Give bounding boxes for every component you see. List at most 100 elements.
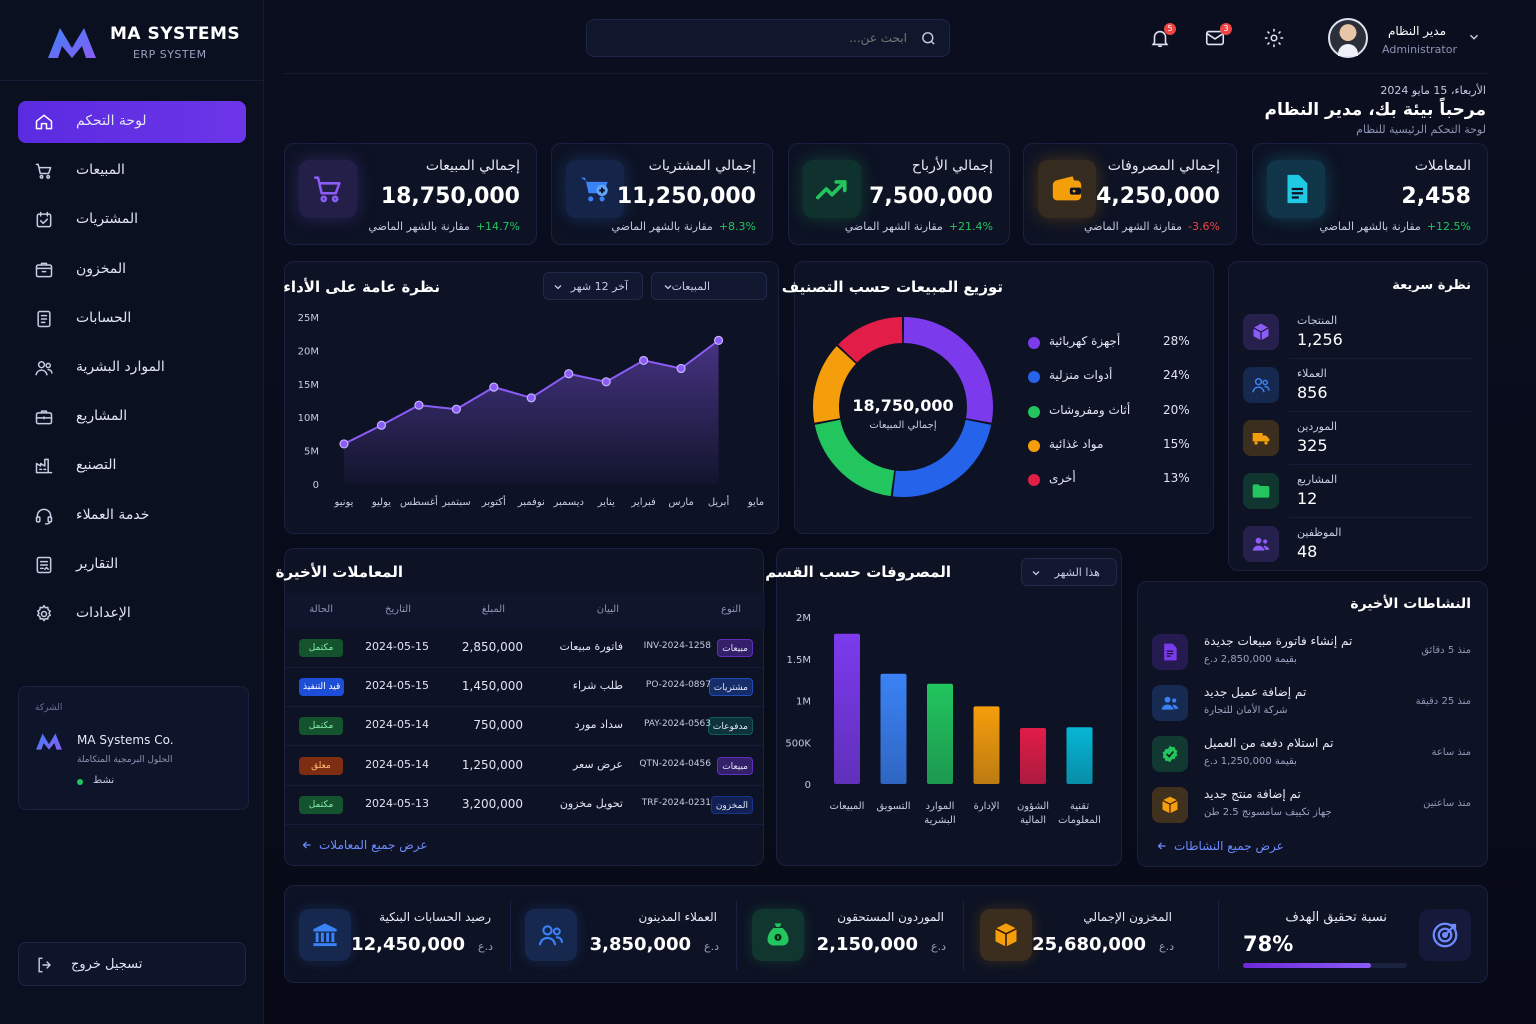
- summary-title: العملاء المدينون: [638, 910, 717, 924]
- folder-icon: [1243, 473, 1279, 509]
- expense-bar: [927, 683, 953, 784]
- quick-stat-label: الموردين: [1297, 420, 1338, 433]
- trend-icon: [803, 160, 861, 218]
- bell-icon[interactable]: [1149, 27, 1171, 49]
- avatar[interactable]: [1328, 18, 1368, 58]
- y-tick-label: 10M: [298, 413, 319, 424]
- sidebar-item-10[interactable]: الإعدادات: [18, 593, 246, 635]
- sidebar-item-1[interactable]: المبيعات: [18, 150, 246, 192]
- inventory-icon: [34, 260, 54, 280]
- donut-center-label: إجمالي المبيعات: [869, 420, 937, 431]
- table-row[interactable]: مبيعات QTN-2024-0456 عرض سعر 1,250,000 2024-…: [285, 747, 765, 786]
- company-section-label: الشركة: [35, 703, 63, 713]
- expense-bar: [973, 706, 1000, 784]
- table-row[interactable]: مدفوعات PAY-2024-0563 سداد مورد 750,000 2024…: [285, 707, 765, 747]
- status-badge: مكتمل: [299, 717, 343, 736]
- cart-icon: [299, 160, 357, 218]
- kpi-value: 18,750,000: [380, 184, 520, 209]
- goal-progress-track: [1243, 963, 1407, 968]
- summary-title: الموردون المستحقون: [837, 910, 944, 924]
- legend-label: أثاث ومفروشات: [1049, 402, 1131, 417]
- sidebar-item-0[interactable]: لوحة التحكم: [18, 101, 246, 143]
- company-tagline: الحلول البرمجية المتكاملة: [77, 755, 173, 765]
- kpi-value: 4,250,000: [1096, 184, 1220, 209]
- page-subtitle: لوحة التحكم الرئيسية للنظام: [1356, 123, 1486, 136]
- sidebar-item-3[interactable]: المخزون: [18, 249, 246, 291]
- expenses-chart: 0 500K 1M 1.5M 2M المبيعات التسويق الموارد البشر…: [785, 613, 1101, 826]
- summary-value: 25,680,000: [1032, 934, 1146, 955]
- view-all-transactions-link[interactable]: عرض جميع المعاملات: [319, 838, 428, 852]
- performance-title: نظرة عامة على الأداء: [283, 278, 440, 296]
- gear-icon[interactable]: [1263, 27, 1285, 49]
- activity-title: تم إضافة منتج جديد: [1204, 787, 1301, 801]
- headset-icon: [34, 506, 54, 526]
- period-select[interactable]: آخر 12 شهر: [543, 272, 643, 300]
- x-tick-label: الموارد البشرية: [924, 801, 955, 826]
- table-row[interactable]: مشتريات PO-2024-0897 طلب شراء 1,450,000 2024…: [285, 668, 765, 708]
- notifications-badge: 5: [1164, 23, 1176, 35]
- logout-button[interactable]: تسجيل خروج: [18, 942, 246, 986]
- legend-label: أخرى: [1049, 471, 1076, 486]
- arrow-left-icon[interactable]: [301, 839, 313, 851]
- view-all-activities-link[interactable]: عرض جميع النشاطات: [1174, 839, 1284, 853]
- kpi-note: مقارنة بالشهر الماضي: [368, 220, 470, 233]
- sidebar-item-6[interactable]: المشاريع: [18, 396, 246, 438]
- donut-slice: [903, 317, 993, 423]
- table-row[interactable]: مبيعات INV-2024-1258 فاتورة مبيعات 2,850,00…: [285, 629, 765, 668]
- activities-title: النشاطات الأخيرة: [1350, 596, 1471, 612]
- company-status: نشط: [93, 775, 115, 786]
- metric-select[interactable]: المبيعات: [651, 272, 767, 300]
- sidebar-item-7[interactable]: التصنيع: [18, 445, 246, 487]
- mail-icon[interactable]: [1204, 27, 1226, 49]
- brand-subtitle: ERP SYSTEM: [133, 48, 207, 61]
- goal-progress-fill: [1243, 963, 1371, 968]
- transaction-date: 2024-05-15: [365, 679, 429, 693]
- transaction-ref: PO-2024-0897: [645, 680, 711, 691]
- check-icon: [1152, 736, 1188, 772]
- y-tick-label: 1M: [796, 697, 811, 708]
- expenses-period-select[interactable]: هذا الشهر: [1021, 558, 1117, 586]
- x-tick-label: أغسطس: [400, 495, 438, 508]
- summary-value: 3,850,000: [589, 934, 691, 955]
- report-icon: [34, 555, 54, 575]
- summary-item: الموردون المستحقون 2,150,000 د.ع: [738, 886, 964, 984]
- status-badge: قيد التنفيذ: [299, 678, 345, 697]
- search-input[interactable]: [667, 28, 907, 48]
- sidebar-item-9[interactable]: التقارير: [18, 544, 246, 586]
- table-row[interactable]: المخزون TRF-2024-0231 تحويل مخزون 3,200,000…: [285, 786, 765, 825]
- kpi-change: +14.7%: [475, 220, 520, 233]
- kpi-comparison: +12.5% مقارنة بالشهر الماضي: [1319, 220, 1471, 233]
- legend-label: أدوات منزلية: [1049, 368, 1113, 383]
- kpi-note: مقارنة بالشهر الماضي: [611, 220, 713, 233]
- box-icon: [1152, 787, 1188, 823]
- quick-stat-label: المشاريع: [1297, 473, 1338, 486]
- sidebar-item-4[interactable]: الحسابات: [18, 298, 246, 340]
- home-icon: [34, 112, 54, 132]
- kpi-change: +12.5%: [1426, 220, 1471, 233]
- x-tick-label: الشؤون المالية: [1017, 801, 1049, 826]
- chevron-down-icon[interactable]: [1467, 30, 1481, 44]
- transaction-date: 2024-05-14: [365, 718, 429, 732]
- sidebar-item-5[interactable]: الموارد البشرية: [18, 347, 246, 389]
- activity-title: تم إنشاء فاتورة مبيعات جديدة: [1204, 634, 1353, 648]
- search-box[interactable]: [586, 19, 950, 57]
- summary-unit: د.ع: [704, 940, 719, 953]
- x-tick-label: أبريل: [708, 495, 730, 508]
- x-tick-label: المبيعات: [830, 801, 865, 812]
- status-dot: [77, 779, 83, 785]
- y-tick-label: 0: [313, 480, 319, 491]
- sidebar-item-8[interactable]: خدمة العملاء: [18, 495, 246, 537]
- logout-icon: [35, 955, 55, 975]
- x-tick-label: مايو: [747, 497, 764, 508]
- sidebar-item-2[interactable]: المشتريات: [18, 199, 246, 241]
- expenses-period-value: هذا الشهر: [1054, 566, 1101, 579]
- kpi-note: مقارنة الشهر الماضي: [844, 220, 943, 233]
- donut-chart: [813, 317, 993, 497]
- y-tick-label: 25M: [298, 313, 319, 324]
- data-point: [564, 369, 574, 379]
- sidebar-item-label: الإعدادات: [76, 605, 131, 621]
- summary-unit: د.ع: [931, 940, 946, 953]
- table-header: الحالة: [309, 604, 333, 615]
- arrow-left-icon[interactable]: [1156, 840, 1168, 852]
- x-tick-label: مارس: [668, 497, 693, 508]
